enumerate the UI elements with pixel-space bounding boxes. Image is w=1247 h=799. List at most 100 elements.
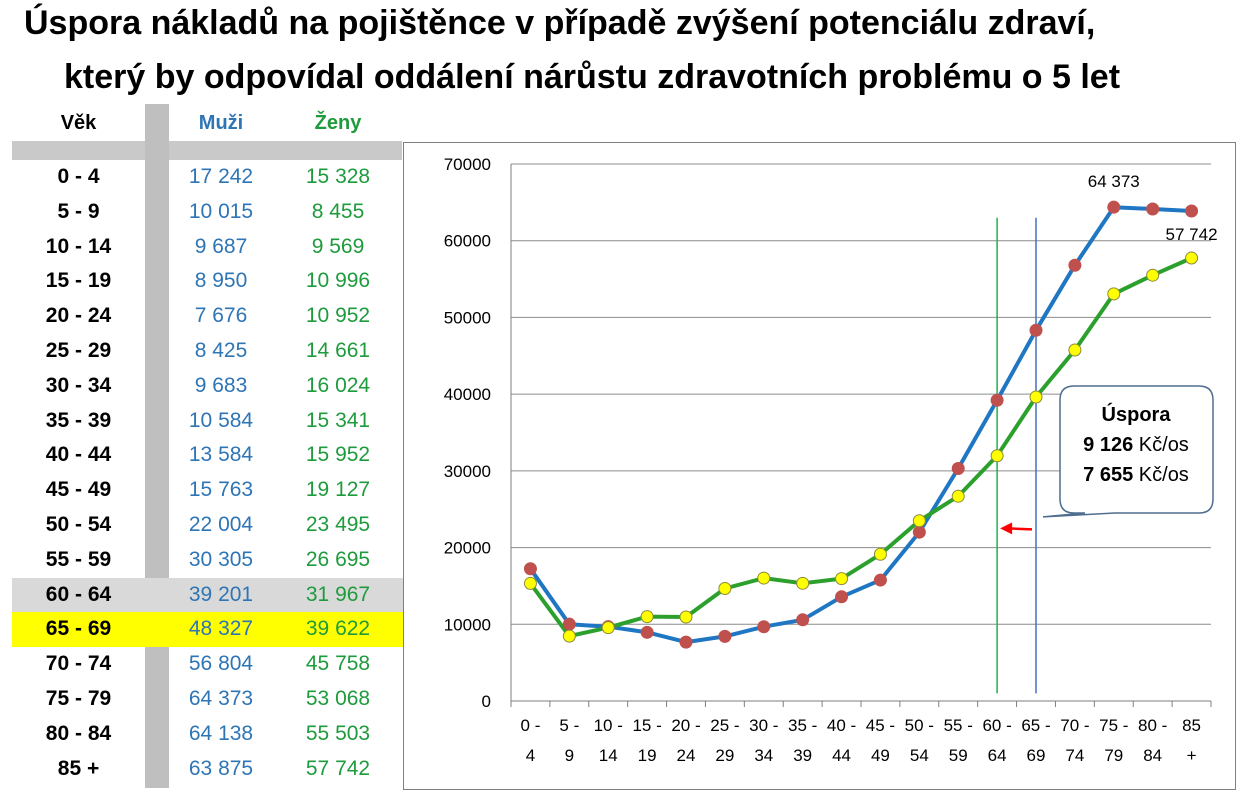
cell-men: 13 584 [188,443,254,467]
callout-title: Úspora [1101,404,1171,426]
chart-series [523,200,1199,649]
cell-men: 7 676 [194,304,248,328]
cell-age: 75 - 79 [45,686,112,710]
x-tick-label: 55 - [944,716,973,735]
x-tick-label: 50 - [905,716,934,735]
x-tick-label: 9 [565,746,574,765]
data-point [523,576,537,590]
y-tick-label: 0 [482,692,491,711]
arrow-head [1000,522,1013,535]
callout-bubble [1042,385,1214,518]
table-column-divider [145,104,169,788]
cell-women: 39 622 [305,617,371,641]
cell-women: 57 742 [305,756,371,780]
data-point [1068,258,1082,272]
cell-age: 20 - 24 [45,304,112,328]
data-point [835,572,849,586]
data-point [757,571,771,585]
data-point [562,617,576,631]
x-tick-label: 24 [677,746,696,765]
series-line-1 [528,256,1193,639]
table-row: 20 - 24 7 676 10 952 [12,299,403,334]
cell-men: 64 373 [188,686,254,710]
cell-women: 31 967 [305,582,371,606]
cell-age: 35 - 39 [45,408,112,432]
cell-men: 17 242 [188,165,254,188]
cell-women: 15 328 [305,165,371,188]
data-point [523,562,537,576]
x-tick-label: 15 - [632,716,661,735]
cell-women: 8 455 [311,199,365,223]
header-age: Věk [60,112,97,134]
cell-age: 85 + [57,756,100,780]
title-line-2: který by odpovídal oddálení nárůstu zdra… [64,58,1121,96]
data-point [873,547,887,561]
data-point [562,629,576,643]
cell-women: 23 495 [305,512,371,536]
data-point [1029,390,1043,404]
cell-women: 26 695 [305,547,371,571]
title-line-1: Úspora nákladů na pojištěnce v případě z… [24,4,1096,42]
table-row: 65 - 69 48 327 39 622 [12,612,403,648]
table-row: 0 - 4 17 242 15 328 [12,160,403,195]
callout-women-value: 7 655 [1083,464,1134,486]
cell-men: 10 015 [188,199,254,223]
x-tick-label: 19 [638,746,657,765]
cell-women: 10 952 [305,304,371,328]
cell-age: 25 - 29 [45,338,112,362]
callout-men-value: 9 126 [1083,434,1134,456]
data-point [1185,251,1199,265]
x-tick-label: 10 - [594,716,623,735]
y-tick-label: 60000 [444,232,491,251]
cell-women: 10 996 [305,269,371,293]
line-chart: 0 10000 20000 30000 40000 50000 60000 70000 0 - 4… [444,155,1218,765]
table-header-band [12,141,402,160]
y-tick-label: 10000 [444,615,491,634]
x-tick-label: + [1187,746,1197,765]
cell-age: 30 - 34 [45,373,112,397]
x-tick-label: 54 [910,746,929,765]
cell-age: 40 - 44 [45,443,112,467]
table-row: 40 - 44 13 584 15 952 [12,438,403,473]
cell-men: 8 425 [194,338,248,362]
cell-women: 14 661 [305,338,371,362]
x-tick-label: 40 - [827,716,856,735]
data-point [1068,343,1082,357]
cell-age: 5 - 9 [57,199,100,223]
cell-women: 15 952 [305,443,371,467]
table-row: 75 - 79 64 373 53 068 [12,682,403,717]
x-tick-label: 74 [1065,746,1084,765]
x-tick-label: 59 [949,746,968,765]
data-point [990,449,1004,463]
cell-men: 30 305 [188,547,254,571]
cell-age: 55 - 59 [45,547,112,571]
x-tick-label: 20 - [671,716,700,735]
data-point [718,629,732,643]
cell-men: 15 763 [188,478,254,502]
x-tick-label: 69 [1027,746,1046,765]
table-row: 30 - 34 9 683 16 024 [12,369,403,404]
data-point [640,610,654,624]
cell-men: 8 950 [194,269,248,293]
cell-men: 9 683 [194,373,248,397]
cell-women: 15 341 [305,408,371,432]
cell-age: 15 - 19 [45,269,112,293]
cell-women: 9 569 [311,234,365,258]
x-tick-label: 75 - [1099,716,1128,735]
cell-men: 48 327 [188,617,254,641]
data-label: 64 373 [1088,172,1140,191]
cell-women: 45 758 [305,652,371,676]
y-tick-label: 30000 [444,462,491,481]
data-point [912,514,926,528]
series-line-0 [528,205,1192,645]
data-point [990,393,1004,407]
data-point [873,573,887,587]
table-row: 15 - 19 8 950 10 996 [12,264,403,299]
header-men: Muži [198,112,244,134]
x-tick-label: 79 [1104,746,1123,765]
x-tick-label: 35 - [788,716,817,735]
cell-men: 63 875 [188,756,254,780]
table-row: 10 - 14 9 687 9 569 [12,230,403,265]
x-tick-label: 80 - [1138,716,1167,735]
y-tick-label: 20000 [444,539,491,558]
